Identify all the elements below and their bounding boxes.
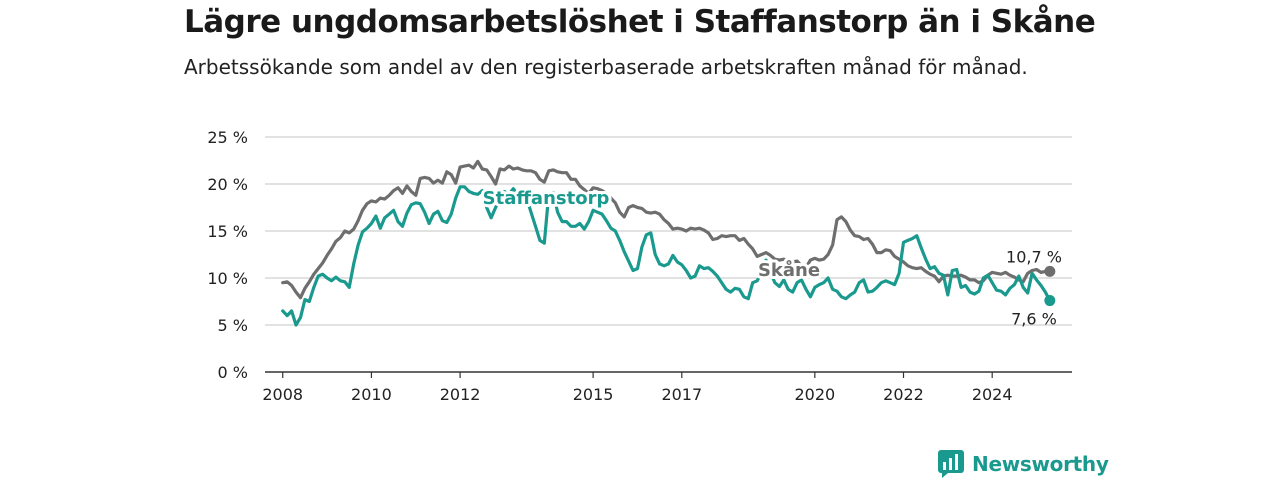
series-lines <box>281 159 1056 327</box>
y-tick-label: 15 % <box>207 222 248 241</box>
y-tick-label: 25 % <box>207 128 248 147</box>
series-end-label-staffanstorp: 7,6 % <box>1011 310 1057 329</box>
y-tick-label: 20 % <box>207 175 248 194</box>
y-tick-label: 5 % <box>218 316 248 335</box>
chart-title: Lägre ungdomsarbetslöshet i Staffanstorp… <box>184 4 1096 40</box>
series-line-staffanstorp <box>281 185 1052 327</box>
y-tick-label: 0 % <box>218 363 248 382</box>
newsworthy-brand[interactable]: Newsworthy <box>938 450 1109 478</box>
x-tick-label: 2008 <box>262 385 303 404</box>
x-tick-label: 2020 <box>794 385 835 404</box>
chart-subtitle: Arbetssökande som andel av den registerb… <box>184 55 1028 79</box>
axes: 0 % 5 % 10 % 15 % 20 % 25 % 2008 2010 2012 2015 20… <box>207 128 1072 404</box>
series-end-point-skane <box>1044 265 1056 277</box>
x-tick-label: 2022 <box>883 385 924 404</box>
x-tick-label: 2015 <box>573 385 614 404</box>
x-tick-label: 2012 <box>440 385 481 404</box>
series-end-point-staffanstorp <box>1044 295 1056 307</box>
series-labels: 10,7 % 7,6 % Staffanstorp Skåne <box>480 185 1062 329</box>
series-end-label-skane: 10,7 % <box>1006 247 1062 266</box>
x-tick-label: 2024 <box>972 385 1013 404</box>
y-tick-label: 10 % <box>207 269 248 288</box>
brand-name: Newsworthy <box>972 452 1109 476</box>
series-line-skane <box>281 159 1052 300</box>
series-name-label-skane: Skåne <box>758 259 820 281</box>
series-name-label-staffanstorp: Staffanstorp <box>483 188 610 209</box>
gridlines <box>265 136 1072 326</box>
x-tick-label: 2010 <box>351 385 392 404</box>
x-tick-label: 2017 <box>661 385 702 404</box>
bar-chart-logo-icon <box>938 450 964 478</box>
